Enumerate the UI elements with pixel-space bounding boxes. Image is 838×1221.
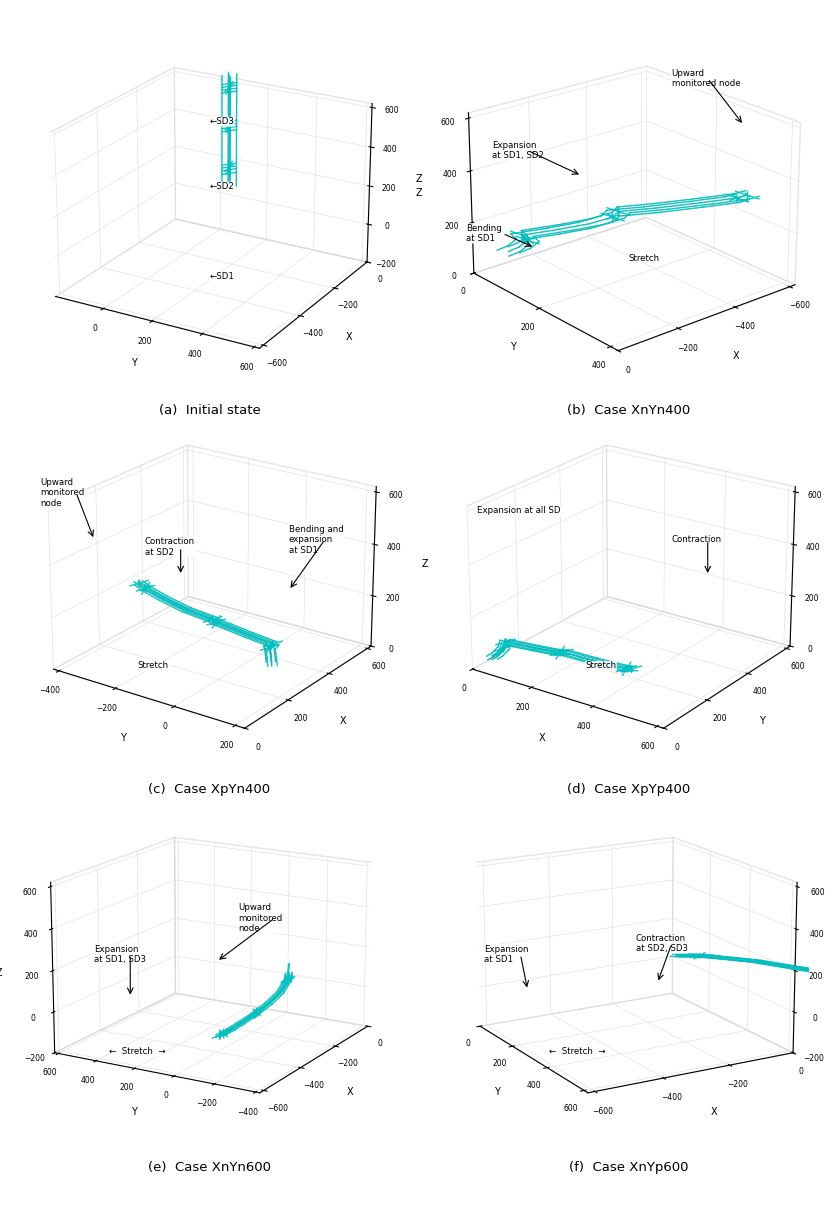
Text: Contraction: Contraction <box>672 535 722 545</box>
Text: (b)  Case XnYn400: (b) Case XnYn400 <box>566 404 691 418</box>
Text: Bending and
expansion
at SD1: Bending and expansion at SD1 <box>289 525 344 554</box>
Text: (a)  Initial state: (a) Initial state <box>158 404 261 418</box>
X-axis label: Y: Y <box>120 733 126 744</box>
Y-axis label: Y: Y <box>510 342 515 352</box>
Text: Stretch: Stretch <box>585 662 617 670</box>
Text: Stretch: Stretch <box>137 662 168 670</box>
Text: Expansion
at SD1: Expansion at SD1 <box>484 945 529 965</box>
Text: Contraction
at SD2: Contraction at SD2 <box>145 537 194 557</box>
Y-axis label: X: X <box>339 716 346 725</box>
Y-axis label: X: X <box>711 1106 717 1117</box>
Text: ←  Stretch  →: ← Stretch → <box>109 1048 165 1056</box>
X-axis label: X: X <box>539 733 545 744</box>
Text: Expansion
at SD1, SD3: Expansion at SD1, SD3 <box>94 945 147 965</box>
Text: Upward
monitored
node: Upward monitored node <box>40 479 85 508</box>
Text: Expansion at all SD: Expansion at all SD <box>477 507 561 515</box>
X-axis label: Y: Y <box>494 1087 500 1096</box>
Text: Expansion
at SD1, SD2: Expansion at SD1, SD2 <box>492 140 544 160</box>
X-axis label: X: X <box>732 350 739 361</box>
Text: (e)  Case XnYn600: (e) Case XnYn600 <box>148 1161 271 1175</box>
Y-axis label: Y: Y <box>131 1106 137 1117</box>
Text: (d)  Case XpYp400: (d) Case XpYp400 <box>566 783 691 796</box>
Text: (f)  Case XnYp600: (f) Case XnYp600 <box>569 1161 688 1175</box>
Text: ←SD2: ←SD2 <box>210 182 235 190</box>
Text: ←SD1: ←SD1 <box>210 272 235 281</box>
Y-axis label: Y: Y <box>759 716 765 725</box>
Text: ←  Stretch  →: ← Stretch → <box>549 1048 606 1056</box>
Text: (c)  Case XpYn400: (c) Case XpYn400 <box>148 783 271 796</box>
Text: Stretch: Stretch <box>628 254 660 263</box>
Text: ←SD3: ←SD3 <box>210 117 235 126</box>
Text: Bending
at SD1: Bending at SD1 <box>467 223 502 243</box>
Text: Contraction
at SD2, SD3: Contraction at SD2, SD3 <box>636 934 688 954</box>
Text: Upward
monitored
node: Upward monitored node <box>238 904 282 933</box>
Text: Upward
monitored node: Upward monitored node <box>672 68 740 88</box>
Y-axis label: X: X <box>346 332 353 342</box>
X-axis label: Y: Y <box>132 358 137 368</box>
X-axis label: X: X <box>347 1087 354 1096</box>
